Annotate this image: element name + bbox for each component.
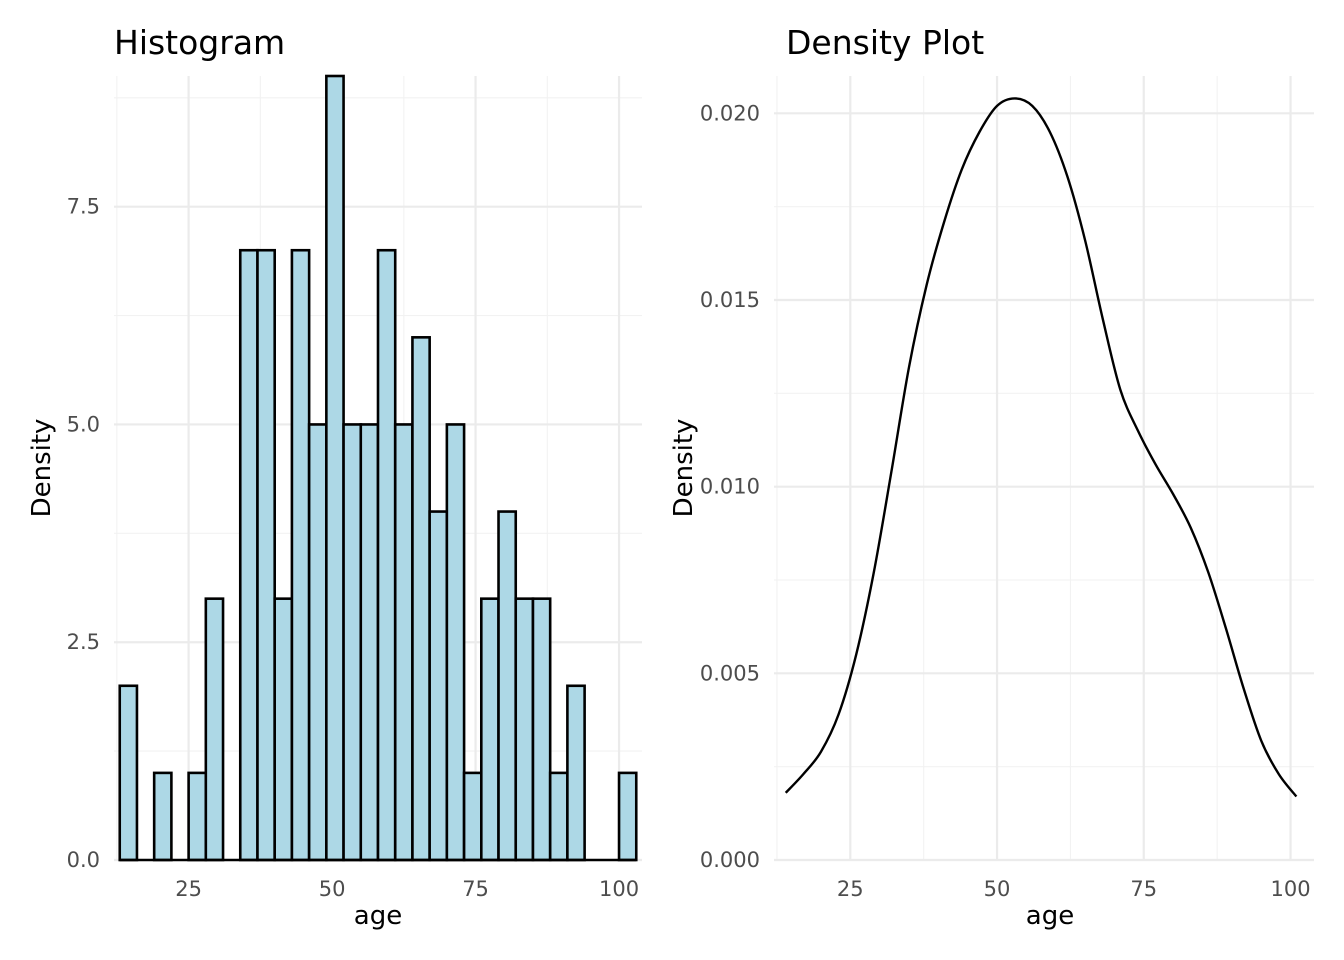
histogram-y-ticks: 0.0 2.5 5.0 7.5	[67, 195, 100, 872]
y-tick-label: 0.0	[67, 848, 100, 872]
histogram-bars	[118, 74, 638, 862]
histogram-bar	[307, 423, 328, 862]
y-tick-label: 7.5	[67, 195, 100, 219]
y-tick-label: 0.000	[700, 848, 760, 872]
density-x-axis-title: age	[1026, 901, 1074, 931]
density-x-ticks: 25 50 75 100	[837, 877, 1311, 901]
histogram-bar	[273, 597, 294, 862]
histogram-bar	[411, 336, 431, 862]
density-grid	[774, 76, 1314, 862]
x-tick-label: 75	[462, 877, 489, 901]
histogram-bar	[376, 248, 397, 862]
histogram-bar	[566, 684, 586, 862]
histogram-bar	[118, 684, 139, 862]
histogram-x-ticks: 25 50 75 100	[175, 877, 639, 901]
histogram-x-axis-title: age	[354, 901, 402, 931]
histogram-bar	[497, 510, 518, 862]
histogram-bar	[548, 771, 569, 862]
histogram-panel: 25 50 75 100 0.0 2.5 5.0 7.5 Histogram age Den…	[27, 23, 642, 931]
histogram-bar	[342, 423, 363, 862]
histogram-bar	[617, 771, 638, 862]
histogram-bar	[152, 771, 173, 862]
histogram-bar	[393, 423, 414, 862]
x-tick-label: 25	[837, 877, 864, 901]
x-tick-label: 100	[599, 877, 639, 901]
histogram-bar	[325, 74, 345, 862]
histogram-bar	[514, 597, 535, 862]
y-tick-label: 5.0	[67, 412, 100, 436]
y-tick-label: 0.015	[700, 288, 760, 312]
density-title: Density Plot	[786, 23, 984, 62]
y-tick-label: 2.5	[67, 630, 100, 654]
y-tick-label: 0.020	[700, 101, 760, 125]
histogram-title: Histogram	[114, 23, 285, 62]
histogram-bar	[256, 248, 276, 862]
histogram-bar	[290, 248, 311, 862]
density-curve	[784, 97, 1298, 798]
histogram-y-axis-title: Density	[27, 419, 57, 518]
histogram-bar	[238, 248, 259, 862]
histogram-bar	[204, 597, 225, 862]
histogram-bar	[187, 771, 208, 862]
density-y-ticks: 0.000 0.005 0.010 0.015 0.020	[700, 101, 760, 872]
x-tick-label: 75	[1130, 877, 1157, 901]
histogram-bar	[462, 771, 483, 862]
y-tick-label: 0.010	[700, 475, 760, 499]
histogram-bar	[359, 423, 380, 862]
x-tick-label: 100	[1270, 877, 1310, 901]
histogram-bar	[445, 423, 466, 862]
y-tick-label: 0.005	[700, 661, 760, 685]
x-tick-label: 25	[175, 877, 202, 901]
density-y-axis-title: Density	[669, 419, 699, 518]
x-tick-label: 50	[319, 877, 346, 901]
histogram-bar	[428, 510, 449, 862]
histogram-bar	[531, 597, 552, 862]
density-panel: 25 50 75 100 0.000 0.005 0.010 0.015 0.020 Dens…	[669, 23, 1314, 931]
x-tick-label: 50	[984, 877, 1011, 901]
histogram-bar	[480, 597, 500, 862]
